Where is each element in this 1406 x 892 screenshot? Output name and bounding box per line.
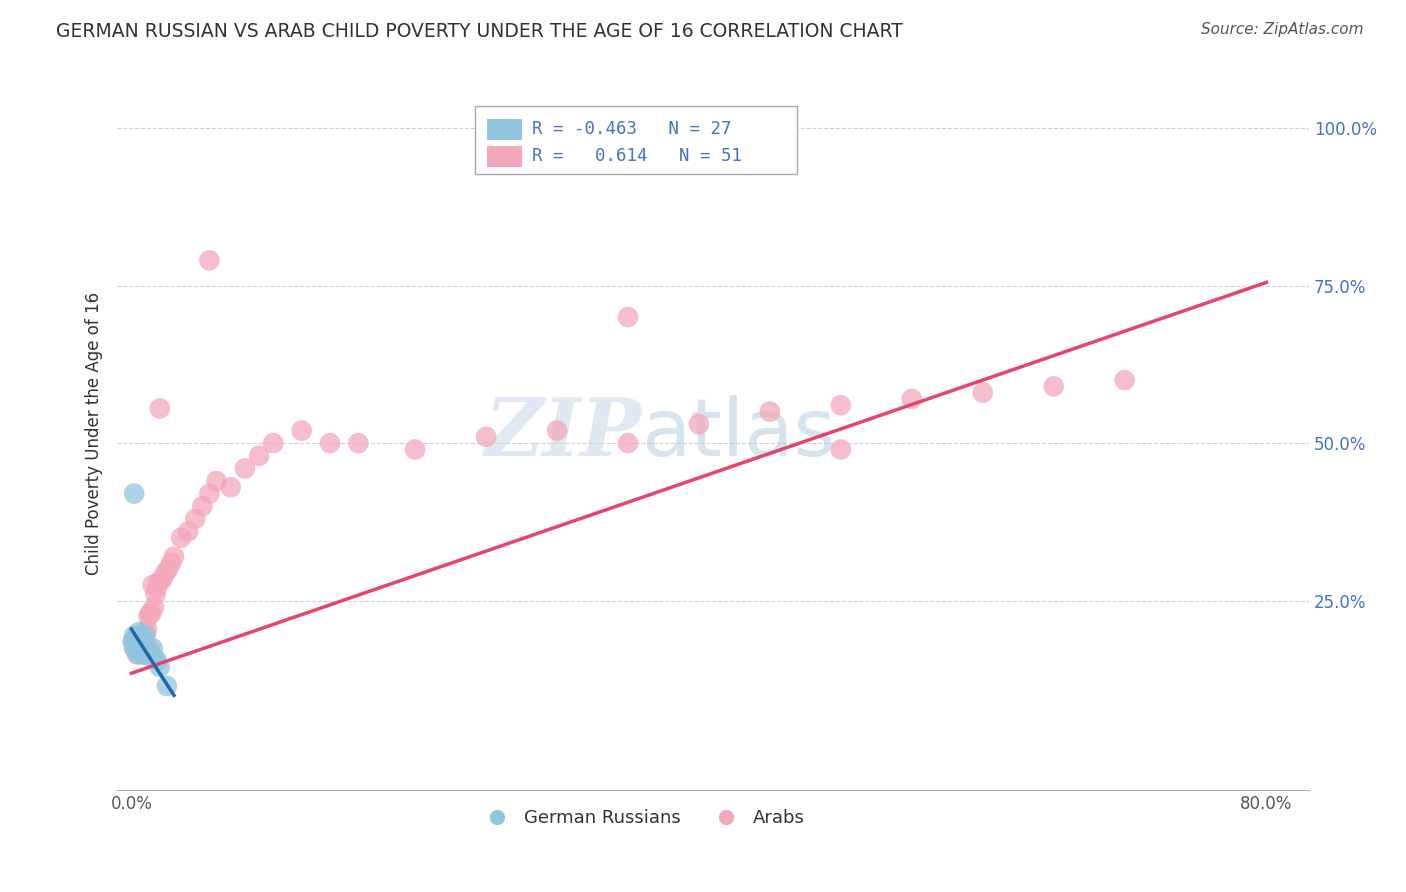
Point [141, 607, 163, 621]
Point [135, 628, 157, 642]
Point [127, 634, 149, 648]
Bar [486, 119, 523, 140]
Point [759, 404, 782, 418]
Point [122, 486, 145, 500]
Point [132, 634, 155, 648]
Point [475, 430, 498, 444]
Point [132, 628, 155, 642]
Point [157, 562, 180, 576]
Point [160, 556, 183, 570]
Point [149, 401, 172, 416]
Point [125, 634, 148, 648]
Point [149, 574, 172, 589]
Point [198, 486, 221, 500]
Point [152, 572, 174, 586]
Point [146, 654, 169, 668]
Point [233, 461, 256, 475]
Text: R =   0.614   N = 51: R = 0.614 N = 51 [531, 147, 742, 165]
Point [124, 632, 146, 646]
Point [830, 398, 852, 412]
Point [134, 634, 156, 648]
Text: GERMAN RUSSIAN VS ARAB CHILD POVERTY UNDER THE AGE OF 16 CORRELATION CHART: GERMAN RUSSIAN VS ARAB CHILD POVERTY UND… [56, 22, 903, 41]
Point [191, 499, 214, 513]
Point [127, 648, 149, 662]
Text: Source: ZipAtlas.com: Source: ZipAtlas.com [1201, 22, 1364, 37]
Point [1042, 379, 1064, 393]
Point [136, 641, 159, 656]
Point [319, 436, 342, 450]
Point [156, 679, 179, 693]
Point [170, 531, 193, 545]
Point [139, 644, 162, 658]
Point [205, 474, 228, 488]
Point [134, 628, 156, 642]
Point [122, 628, 145, 642]
Point [135, 625, 157, 640]
Point [177, 524, 200, 539]
Point [128, 628, 150, 642]
Text: atlas: atlas [641, 394, 837, 473]
Bar [486, 146, 523, 168]
Point [142, 578, 165, 592]
Point [134, 648, 156, 662]
FancyBboxPatch shape [475, 106, 797, 174]
Point [900, 392, 922, 406]
Point [139, 607, 162, 621]
Point [155, 566, 177, 580]
Point [142, 641, 165, 656]
Point [143, 600, 166, 615]
Text: ZIP: ZIP [485, 395, 641, 473]
Point [128, 641, 150, 656]
Point [131, 634, 153, 648]
Point [972, 385, 994, 400]
Point [148, 574, 170, 589]
Point [198, 253, 221, 268]
Point [184, 512, 207, 526]
Point [145, 587, 167, 601]
Point [617, 436, 640, 450]
Point [127, 625, 149, 640]
Point [131, 634, 153, 648]
Point [132, 641, 155, 656]
Point [125, 648, 148, 662]
Point [149, 660, 172, 674]
Point [1114, 373, 1136, 387]
Point [141, 650, 163, 665]
Point [136, 622, 159, 636]
Point [122, 641, 145, 656]
Point [617, 310, 640, 324]
Point [125, 641, 148, 656]
Point [127, 641, 149, 656]
Point [132, 648, 155, 662]
Point [138, 609, 160, 624]
Point [121, 634, 143, 648]
Point [121, 634, 143, 648]
Point [404, 442, 426, 457]
Text: R = -0.463   N = 27: R = -0.463 N = 27 [531, 120, 731, 137]
Point [163, 549, 186, 564]
Point [143, 650, 166, 665]
Point [124, 634, 146, 648]
Point [830, 442, 852, 457]
Point [291, 424, 314, 438]
Point [262, 436, 284, 450]
Point [124, 638, 146, 652]
Legend: German Russians, Arabs: German Russians, Arabs [471, 802, 811, 834]
Point [122, 641, 145, 656]
Point [219, 480, 242, 494]
Point [688, 417, 710, 432]
Point [347, 436, 370, 450]
Point [128, 632, 150, 646]
Point [247, 449, 270, 463]
Point [138, 641, 160, 656]
Point [146, 581, 169, 595]
Y-axis label: Child Poverty Under the Age of 16: Child Poverty Under the Age of 16 [86, 292, 103, 575]
Point [546, 424, 568, 438]
Point [135, 641, 157, 656]
